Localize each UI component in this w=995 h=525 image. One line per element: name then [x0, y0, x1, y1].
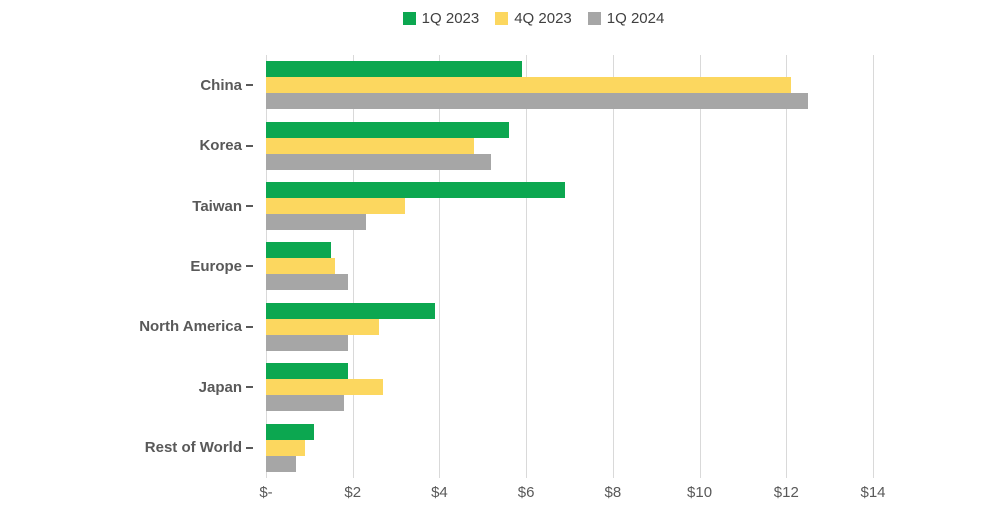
gridline [352, 55, 354, 478]
category-label: Japan [198, 378, 242, 396]
bar-1q-2023-china [266, 61, 522, 78]
value-axis-tick-label: $8 [604, 484, 622, 501]
category-label: Rest of World [144, 439, 242, 457]
value-axis: $- $2 $4 $6 $8 $10 $12 $14 [259, 484, 885, 504]
legend-swatch-icon [587, 12, 601, 25]
value-axis-tick-label: $12 [773, 484, 799, 501]
gridline [526, 55, 528, 478]
bar-1q-2023-korea [266, 121, 509, 138]
legend-item: 4Q 2023 [495, 10, 572, 27]
value-axis-tick-label: $2 [344, 484, 362, 501]
bar-1q-2023-north-america [266, 302, 436, 319]
bar-group [266, 242, 873, 291]
gridline [699, 55, 701, 478]
bar-group [266, 363, 873, 412]
bar-4q-2023-china [266, 77, 791, 94]
legend-swatch-icon [402, 12, 416, 25]
category-label: China [200, 76, 242, 94]
bar-row [266, 176, 873, 236]
bar-1q-2024-china [266, 93, 808, 110]
bar-group [266, 121, 873, 170]
bar-row [266, 55, 873, 115]
bar-1q-2024-taiwan [266, 214, 366, 231]
bar-row [266, 236, 873, 296]
axis-tick-mark [246, 325, 253, 328]
bar-group [266, 182, 873, 231]
chart-legend: 1Q 2023 4Q 2023 1Q 2024 [72, 10, 995, 27]
category-label: Korea [199, 137, 242, 155]
axis-tick-mark [246, 205, 253, 208]
plot-area [266, 55, 874, 478]
bar-group [266, 61, 873, 110]
legend-label: 4Q 2023 [514, 10, 572, 27]
axis-tick-mark [246, 446, 253, 449]
value-axis-tick-label: $- [259, 484, 273, 501]
category-row: Korea [0, 115, 253, 175]
bar-row [266, 357, 873, 417]
bar-4q-2023-north-america [266, 318, 379, 335]
category-label: Taiwan [192, 197, 242, 215]
axis-tick-mark [246, 144, 253, 147]
bar-row [266, 115, 873, 175]
bar-1q-2024-korea [266, 153, 492, 170]
bar-4q-2023-japan [266, 379, 384, 396]
gridline [873, 55, 874, 478]
category-label: Europe [190, 257, 242, 275]
value-axis-tick-label: $14 [860, 484, 886, 501]
category-row: Japan [0, 357, 253, 417]
bar-1q-2024-europe [266, 274, 349, 291]
category-row: China [0, 55, 253, 115]
bar-group [266, 423, 873, 472]
bar-1q-2024-north-america [266, 334, 349, 351]
bar-4q-2023-europe [266, 258, 336, 275]
bar-1q-2023-europe [266, 242, 332, 259]
category-row: Rest of World [0, 418, 253, 478]
legend-swatch-icon [495, 12, 509, 25]
axis-tick-mark [246, 265, 253, 268]
value-axis-tick-label: $4 [431, 484, 448, 501]
bar-row [266, 418, 873, 478]
bar-1q-2023-japan [266, 363, 349, 380]
value-axis-tick-label: $6 [517, 484, 535, 501]
axis-tick-mark [246, 84, 253, 87]
axis-tick-mark [246, 386, 253, 389]
bar-row [266, 297, 873, 357]
bar-4q-2023-rest-of-world [266, 439, 306, 456]
category-label: North America [139, 318, 242, 336]
category-axis: China Korea Taiwan Europe North America [0, 55, 253, 478]
category-row: Taiwan [0, 176, 253, 236]
bar-4q-2023-taiwan [266, 198, 405, 215]
legend-item: 1Q 2024 [587, 10, 665, 27]
category-row: North America [0, 297, 253, 357]
category-row: Europe [0, 236, 253, 296]
bar-1q-2023-rest-of-world [266, 423, 314, 440]
value-axis-tick-label: $10 [687, 484, 713, 501]
bar-1q-2024-japan [266, 395, 345, 412]
bar-group [266, 302, 873, 351]
bar-1q-2024-rest-of-world [266, 455, 297, 472]
gridline [439, 55, 441, 478]
gridline [786, 55, 788, 478]
bar-1q-2023-taiwan [266, 182, 566, 199]
legend-label: 1Q 2023 [421, 10, 480, 27]
legend-label: 1Q 2024 [606, 10, 665, 27]
legend-item: 1Q 2023 [402, 10, 480, 27]
bar-4q-2023-korea [266, 137, 475, 154]
gridline [612, 55, 614, 478]
